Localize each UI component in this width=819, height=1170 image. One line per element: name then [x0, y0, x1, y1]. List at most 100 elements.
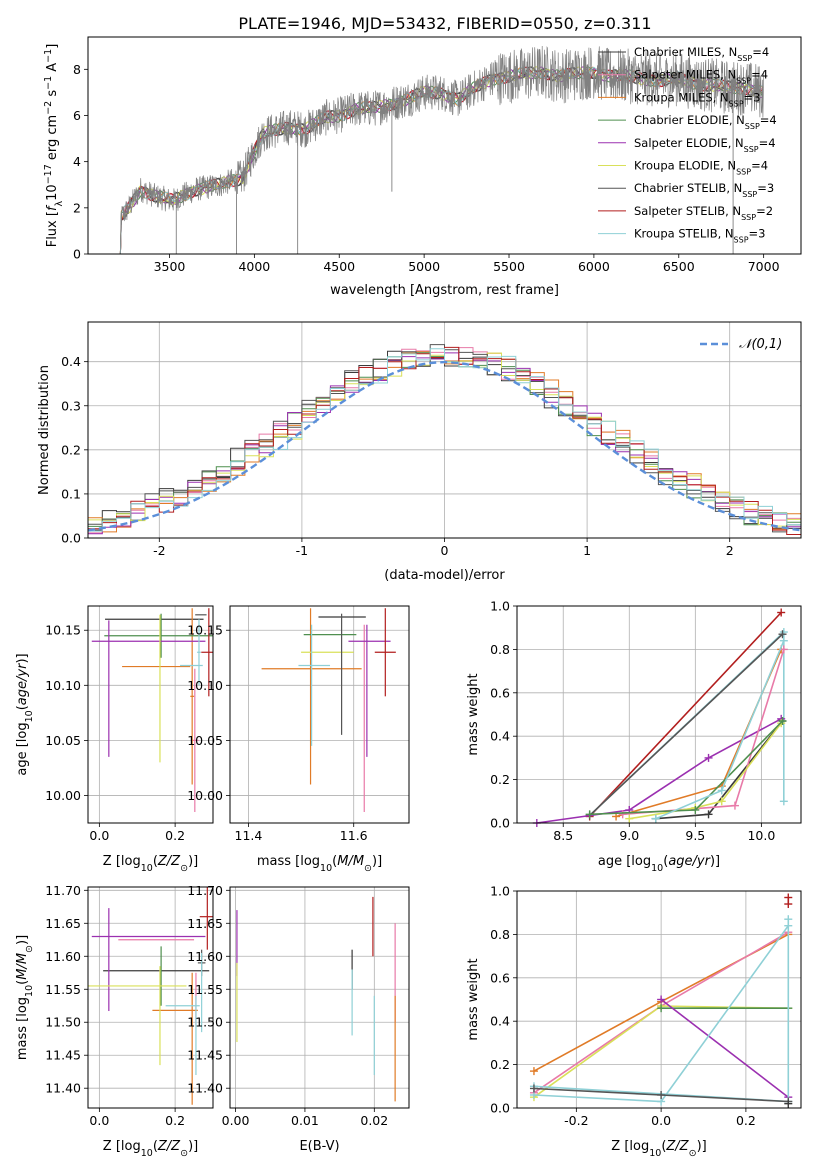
y-tick-label: 10.05 — [187, 733, 223, 748]
x-tick-label: 8.5 — [553, 828, 573, 843]
weight-marker — [625, 814, 634, 823]
y-tick-label: 0.6 — [490, 685, 510, 700]
axes-frame — [229, 886, 410, 1109]
weight-marker — [691, 805, 700, 814]
y-tick-label: 6 — [73, 108, 81, 123]
panel-mass-vs-EBV: 0.00 0.01 0.02 11.40 11.45 11.50 11.55 11.60 11.… — [187, 883, 410, 1154]
plot-area — [88, 887, 213, 1105]
x-tick-label: 0.02 — [360, 1113, 388, 1128]
x-axis-label: Z [log10(Z/Z⊙)] — [611, 1139, 706, 1159]
weight-marker — [778, 630, 787, 639]
weight-marker — [704, 810, 713, 819]
weight-marker — [777, 608, 786, 617]
y-tick-label: 0.3 — [61, 398, 81, 413]
x-tick-label: 4000 — [238, 259, 270, 274]
errorbar-point — [199, 887, 213, 950]
x-axis-label: wavelength [Angstrom, rest frame] — [330, 283, 559, 298]
x-tick-label: 0.01 — [291, 1113, 319, 1128]
weight-marker — [784, 915, 793, 924]
x-tick-label: 0 — [441, 543, 449, 558]
weight-marker — [779, 636, 788, 645]
x-tick-label: 11.4 — [235, 828, 263, 843]
y-tick-label: 1.0 — [490, 884, 510, 899]
weight-marker — [784, 1099, 793, 1108]
legend-entry-2: Kroupa MILES, NSSP=3 — [634, 90, 760, 108]
y-tick-label: 11.50 — [45, 1015, 81, 1030]
panel-weight-vs-age: 8.5 9.0 9.5 10.0 0.0 0.2 0.4 0.6 0.8 1.0 age [log1… — [466, 599, 802, 874]
axes-frame — [87, 36, 802, 255]
plot-area — [119, 45, 765, 254]
y-tick-label: 0.2 — [61, 442, 81, 457]
panel-mass-vs-Z: 0.0 0.2 11.40 11.45 11.50 11.55 11.60 11.65 11.7… — [15, 883, 214, 1159]
y-tick-label: 10.00 — [45, 788, 81, 803]
y-tick-label: 1.0 — [490, 599, 510, 614]
y-tick-label: 10.10 — [187, 678, 223, 693]
plot-area — [529, 893, 793, 1108]
gaussian-curve — [88, 360, 801, 532]
x-tick-label: 9.5 — [685, 828, 705, 843]
errorbar-point — [197, 619, 201, 686]
x-tick-label: -2 — [153, 543, 165, 558]
legend-entry-1: Salpeter MILES, NSSP=4 — [634, 68, 768, 86]
x-axis-label: Z [log10(Z/Z⊙)] — [103, 1139, 198, 1159]
legend: Chabrier MILES, NSSP=4 Salpeter MILES, NS… — [598, 45, 777, 244]
x-tick-label: 5000 — [408, 259, 440, 274]
weight-series-8 — [655, 640, 785, 820]
x-tick-label: 10.0 — [747, 828, 775, 843]
x-tick-label: 0.0 — [89, 828, 109, 843]
weight-marker — [717, 786, 726, 795]
x-axis-label: (data-model)/error — [384, 568, 505, 583]
y-tick-label: 11.40 — [187, 1081, 223, 1096]
y-tick-label: 0.8 — [490, 642, 510, 657]
y-tick-label: 0 — [73, 247, 81, 262]
weight-marker — [529, 1067, 538, 1076]
y-axis-label: Normed distribution — [37, 365, 52, 495]
legend-entry-8: Kroupa STELIB, NSSP=3 — [634, 227, 765, 245]
y-tick-label: 11.45 — [187, 1048, 223, 1063]
x-tick-label: 6000 — [578, 259, 610, 274]
weight-marker — [651, 814, 660, 823]
x-tick-label: 2 — [726, 543, 734, 558]
panel-age-vs-mass: 11.4 11.6 10.00 10.05 10.10 10.15 mass [log10(… — [187, 605, 410, 874]
weight-series-4 — [660, 998, 789, 1098]
legend-entry-6: Chabrier STELIB, NSSP=3 — [634, 181, 774, 199]
y-tick-label: 0.0 — [490, 816, 510, 831]
x-tick-label: 3500 — [154, 259, 186, 274]
x-tick-label: 0.0 — [651, 1113, 671, 1128]
panel-age-vs-Z: 0.0 0.2 10.00 10.05 10.10 10.15 Z [log10(Z/Z⊙)… — [15, 605, 214, 874]
legend-entry-0: Chabrier MILES, NSSP=4 — [634, 45, 769, 63]
weight-marker — [730, 801, 739, 810]
x-axis-label: E(B-V) — [299, 1139, 339, 1154]
weight-marker — [779, 645, 788, 654]
axes-frame — [516, 605, 802, 824]
x-tick-label: -0.2 — [564, 1113, 588, 1128]
x-tick-label: 7000 — [748, 259, 780, 274]
y-tick-label: 10.15 — [45, 623, 81, 638]
errorbar-point — [374, 608, 396, 697]
y-tick-label: 0.0 — [490, 1101, 510, 1116]
weight-marker — [585, 810, 594, 819]
grid — [230, 606, 409, 823]
x-tick-label: 0.2 — [165, 1113, 185, 1128]
y-tick-label: 10.10 — [45, 678, 81, 693]
weight-marker — [618, 810, 627, 819]
x-tick-label: 9.0 — [619, 828, 639, 843]
y-tick-label: 11.70 — [187, 883, 223, 898]
plot-area — [261, 608, 396, 812]
weight-series-1 — [622, 649, 785, 816]
grid — [230, 887, 409, 1108]
x-axis-label: Z [log10(Z/Z⊙)] — [103, 854, 198, 874]
y-tick-label: 11.60 — [187, 949, 223, 964]
weight-marker — [779, 797, 788, 806]
axes-frame — [87, 321, 802, 539]
y-tick-label: 8 — [73, 62, 81, 77]
weight-series-4 — [536, 718, 782, 824]
x-tick-label: 0.0 — [89, 1113, 109, 1128]
weight-marker — [784, 893, 793, 902]
weight-marker — [529, 1084, 538, 1093]
x-tick-label: 4500 — [323, 259, 355, 274]
x-axis-label: mass [log10(M/M⊙)] — [257, 854, 382, 874]
y-tick-label: 0.4 — [490, 1014, 510, 1029]
y-tick-label: 0.2 — [490, 1057, 510, 1072]
